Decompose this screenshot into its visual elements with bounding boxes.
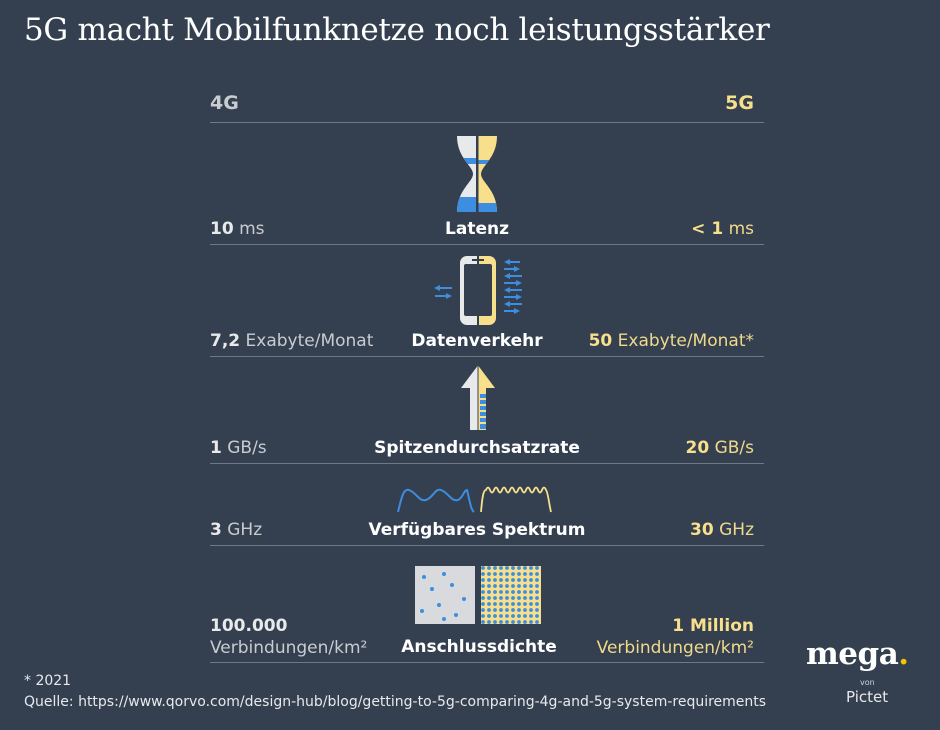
divider xyxy=(210,662,764,663)
logo-von: von xyxy=(860,678,875,687)
datenverkehr-4g-value: 7,2 Exabyte/Monat xyxy=(210,331,374,351)
spitzendurchsatzrate-4g-value: 1 GB/s xyxy=(210,438,267,458)
smartphone-data-icon xyxy=(434,256,522,325)
anschlussdichte-label: Anschlussdichte xyxy=(401,637,557,657)
hourglass-icon xyxy=(457,133,497,215)
spektrum-5g-value: 30 GHz xyxy=(690,520,754,540)
logo-wordmark: mega. xyxy=(806,636,909,672)
spitzendurchsatzrate-label: Spitzendurchsatzrate xyxy=(374,438,580,458)
page-title: 5G macht Mobilfunknetze noch leistungsst… xyxy=(24,12,770,48)
header-4g: 4G xyxy=(210,92,239,114)
datenverkehr-label: Datenverkehr xyxy=(411,331,543,351)
mega-pictet-logo: mega. von Pictet xyxy=(806,636,909,706)
wave-spectrum-icon xyxy=(397,486,552,513)
latenz-label: Latenz xyxy=(445,219,509,239)
dot-density-icon xyxy=(415,566,541,624)
spektrum-label: Verfügbares Spektrum xyxy=(368,520,586,540)
header-divider xyxy=(210,122,764,123)
divider xyxy=(210,244,764,245)
anschlussdichte-4g-value: 100.000 Verbindungen/km² xyxy=(210,616,368,658)
logo-pictet: Pictet xyxy=(846,688,889,706)
footnote: * 2021 xyxy=(24,673,72,689)
divider xyxy=(210,463,764,464)
anschlussdichte-5g-value: 1 Million Verbindungen/km² xyxy=(596,616,754,658)
source-link[interactable]: Quelle: https://www.qorvo.com/design-hub… xyxy=(24,694,767,710)
header-5g: 5G xyxy=(725,92,754,114)
latenz-5g-value: < 1 ms xyxy=(691,219,754,239)
divider xyxy=(210,545,764,546)
divider xyxy=(210,356,764,357)
spektrum-4g-value: 3 GHz xyxy=(210,520,263,540)
datenverkehr-5g-value: 50 Exabyte/Monat* xyxy=(588,331,754,351)
upload-arrow-icon xyxy=(461,366,495,430)
spitzendurchsatzrate-5g-value: 20 GB/s xyxy=(685,438,755,458)
latenz-4g-value: 10 ms xyxy=(210,219,265,239)
